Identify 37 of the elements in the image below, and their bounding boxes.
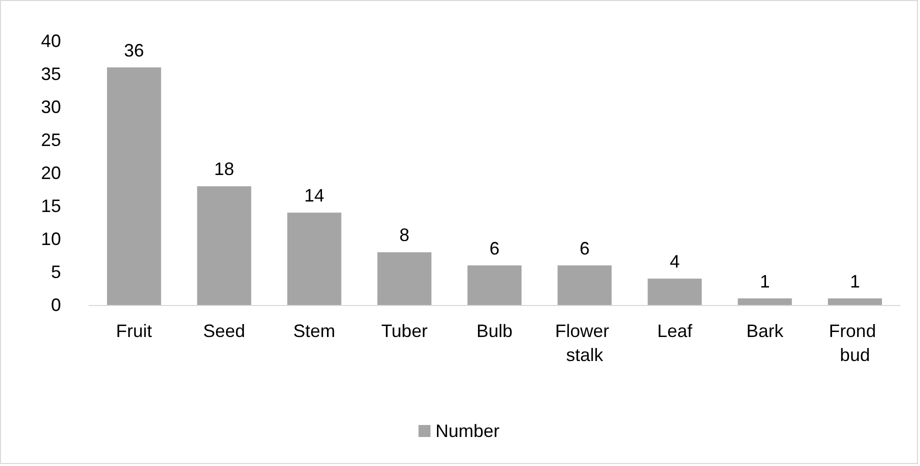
- y-tick-label: 15: [40, 196, 61, 216]
- x-tick-label: Tuber: [381, 321, 428, 341]
- data-label: 1: [850, 271, 860, 292]
- x-tick-label: Bark: [746, 321, 784, 341]
- x-tick-label: Frond bud: [828, 321, 881, 365]
- bar: [738, 298, 792, 305]
- y-tick-label: 25: [40, 130, 61, 150]
- data-label: 6: [580, 238, 590, 258]
- x-tick-label: Bulb: [476, 321, 513, 341]
- bar: [648, 278, 702, 305]
- data-label: 6: [489, 238, 500, 258]
- bar: [287, 212, 342, 305]
- data-label: 4: [670, 252, 680, 272]
- bar: [377, 252, 432, 305]
- bar: [558, 265, 612, 305]
- legend-label: Number: [435, 421, 500, 441]
- y-tick-label: 0: [50, 295, 61, 315]
- y-tick-label: 35: [40, 64, 61, 84]
- y-tick-label: 20: [40, 163, 61, 183]
- y-tick-label: 5: [50, 262, 61, 282]
- bar: [828, 298, 882, 305]
- y-tick-label: 10: [40, 229, 61, 249]
- data-label: 8: [399, 225, 410, 246]
- bar: [107, 67, 162, 305]
- data-label: 36: [124, 40, 144, 60]
- bar: [467, 265, 522, 305]
- x-tick-label: Seed: [203, 321, 246, 341]
- x-tick-label: Flower stalk: [555, 321, 614, 365]
- y-tick-label: 40: [40, 31, 61, 51]
- x-tick-label: Stem: [293, 321, 336, 341]
- y-tick-label: 30: [40, 97, 61, 117]
- data-label: 1: [760, 271, 770, 292]
- data-label: 18: [214, 159, 234, 180]
- x-tick-label: Leaf: [657, 321, 694, 341]
- data-label: 14: [304, 186, 324, 206]
- x-tick-label: Fruit: [116, 321, 152, 341]
- bar: [197, 186, 252, 305]
